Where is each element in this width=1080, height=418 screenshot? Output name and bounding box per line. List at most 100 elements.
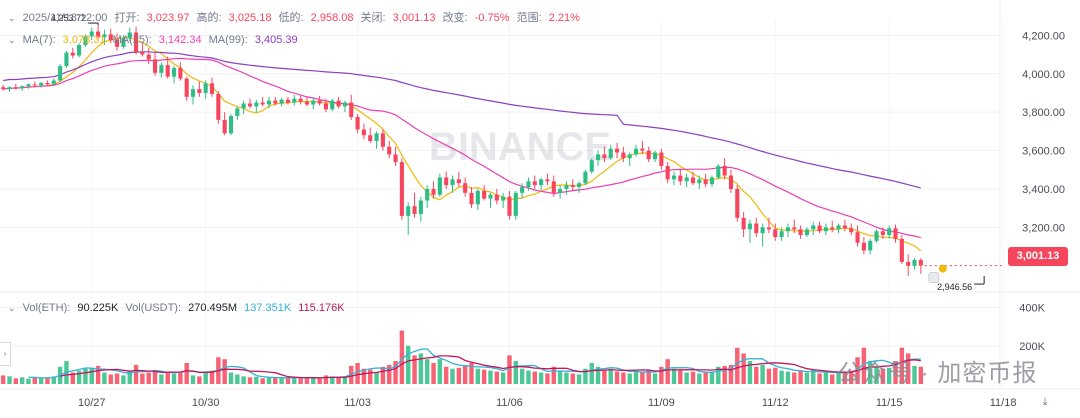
candle-body [855,232,860,243]
candle-body [899,238,904,262]
volume-bar [222,359,227,384]
volume-bar [171,373,177,384]
candle [285,96,291,105]
candle [209,77,215,97]
volume-bar [519,368,525,384]
candle-body [766,227,772,230]
vol-ma1-value: 137.351K [244,302,292,314]
candle-body [412,206,417,214]
ma-legend: ⌄ MA(7): 3,078.31 MA(25): 3,142.34 MA(99… [8,34,302,46]
candle [741,212,746,237]
candle [51,78,56,86]
volume-bar [121,375,126,384]
volume-bar [709,371,715,384]
volume-bar [867,361,873,384]
candle [64,50,69,69]
volume-bar [330,376,335,384]
candle-body [716,165,721,178]
candle-body [728,175,734,189]
candle [425,185,430,209]
volume-bar [798,370,803,384]
volume-bar [526,370,531,384]
candle-body [760,227,765,234]
candle [140,43,145,57]
candle-body [374,133,379,141]
candle [798,225,803,239]
candle [621,146,626,163]
vol-collapse-chevron-icon[interactable]: ⌄ [8,303,16,313]
volume-bar [899,347,905,384]
vol-eth-value: 90.225K [77,302,119,314]
candle [811,221,816,236]
candle-body [646,150,651,160]
candle-body [89,31,94,37]
candle-body [285,99,291,103]
candle-body [627,154,632,159]
candle [760,223,765,247]
candle [602,146,607,163]
vol-usdt-value: 270.495M [188,302,238,314]
volume-bar [342,376,348,384]
candle [830,220,835,233]
candle-body [893,228,898,239]
candle-body [564,185,569,189]
candle-body [577,183,582,188]
volume-bar [918,366,924,384]
volume-bar [481,369,487,384]
candle [539,177,544,190]
vol-eth-label: Vol(ETH): [22,302,71,314]
expand-panel-chevron-icon[interactable]: › [0,342,11,366]
candle-body [102,34,107,38]
volume-bar [836,371,841,384]
volume-bar [754,366,759,384]
candle-body [355,116,360,130]
candle-body [665,165,670,180]
candle-body [51,80,56,85]
candle-body [298,98,303,102]
candle [197,81,202,97]
candle-body [39,82,44,86]
candle-body [906,261,911,266]
candle-body [254,102,259,107]
candle-body [96,31,101,38]
candle-body [532,181,537,186]
candle [823,223,828,236]
volume-bar [405,345,411,384]
collapse-chevron-icon[interactable]: ⌄ [8,13,16,23]
candle [96,24,101,40]
volume-bar [292,377,297,384]
candle [652,150,658,163]
volume-bar [203,372,208,384]
candle-body [621,152,626,159]
candle [70,47,75,59]
volume-bar [70,372,75,384]
volume-bar [602,370,607,384]
volume-bar [678,370,683,384]
candle-body [235,108,240,117]
fit-to-screen-icon[interactable]: ⤓ [1042,396,1048,408]
volume-bar [146,372,151,384]
candle [880,227,885,239]
ma-collapse-chevron-icon[interactable]: ⌄ [8,35,16,45]
candle-body [399,162,404,216]
volume-bar [842,372,848,384]
volume-tick-label: 200K [1019,341,1045,353]
candle [570,179,575,191]
time-tick-label: 10/27 [78,397,106,409]
candle [583,169,588,186]
price-tick-label: 3,400.00 [1022,184,1065,196]
candle-body [817,225,822,232]
candle-body [488,194,493,199]
time-tick-label: 11/03 [344,397,371,409]
candle-body [798,229,803,236]
low-price-annotation: 2,946.56 [937,282,972,292]
candle-body [83,36,88,45]
candle-body [849,228,854,233]
candle-body [152,59,158,73]
candle [171,66,177,84]
candle [690,171,696,186]
volume-bar [368,369,373,384]
candle [159,62,164,78]
candle-body [539,179,544,186]
